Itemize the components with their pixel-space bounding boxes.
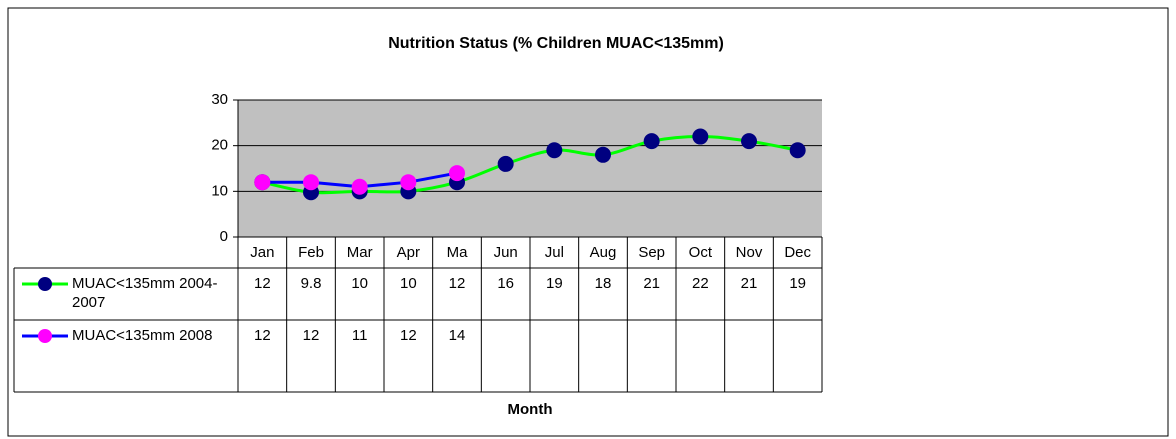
marker: [789, 142, 806, 159]
marker: [497, 155, 514, 172]
marker: [400, 174, 417, 191]
legend-label-box: MUAC<135mm 2008: [72, 327, 213, 344]
marker: [254, 174, 271, 191]
table-cell: 10: [400, 275, 417, 292]
y-tick-label: 10: [211, 182, 228, 199]
x-tick-label: Jul: [545, 244, 564, 261]
marker: [303, 174, 319, 191]
x-tick-label: Mar: [347, 244, 373, 261]
legend-label-box: MUAC<135mm 2004-2007: [72, 275, 218, 311]
y-tick-label: 0: [220, 228, 228, 245]
chart-title: Nutrition Status (% Children MUAC<135mm): [388, 35, 724, 52]
x-tick-label: Apr: [397, 244, 420, 261]
marker: [546, 142, 563, 159]
legend-label: MUAC<135mm 2008: [72, 327, 213, 344]
table-cell: 22: [692, 275, 709, 292]
table-cell: 19: [789, 275, 806, 292]
marker: [741, 133, 757, 150]
marker: [449, 165, 465, 182]
table-cell: 12: [449, 275, 466, 292]
x-tick-label: Dec: [784, 244, 811, 261]
marker: [595, 146, 611, 163]
table-cell: 14: [449, 327, 466, 344]
table-cell: 10: [351, 275, 368, 292]
table-cell: 12: [303, 327, 320, 344]
table-cell: 21: [741, 275, 758, 292]
table-cell: 12: [400, 327, 417, 344]
y-tick-label: 20: [211, 137, 228, 154]
table-cell: 11: [352, 327, 368, 344]
x-tick-label: Ma: [447, 244, 468, 261]
legend-marker: [38, 329, 52, 343]
y-tick-label: 30: [211, 91, 228, 108]
table-cell: 16: [497, 275, 514, 292]
table-cell: 21: [643, 275, 660, 292]
legend-marker: [38, 277, 52, 291]
legend-label: MUAC<135mm 2004-2007: [72, 275, 218, 311]
table-cell: 18: [595, 275, 612, 292]
marker: [692, 128, 709, 145]
marker: [351, 178, 368, 195]
x-tick-label: Jun: [494, 244, 518, 261]
x-tick-label: Jan: [250, 244, 274, 261]
table-cell: 9.8: [301, 275, 322, 292]
x-tick-label: Feb: [298, 244, 324, 261]
plot-area: [238, 100, 822, 237]
table-cell: 12: [254, 275, 271, 292]
table-cell: 12: [254, 327, 271, 344]
x-axis-label: Month: [508, 401, 553, 418]
table-cell: 19: [546, 275, 563, 292]
marker: [643, 133, 660, 150]
x-tick-label: Sep: [638, 244, 665, 261]
x-tick-label: Nov: [736, 244, 763, 261]
x-tick-label: Oct: [689, 244, 713, 261]
x-tick-label: Aug: [590, 244, 617, 261]
